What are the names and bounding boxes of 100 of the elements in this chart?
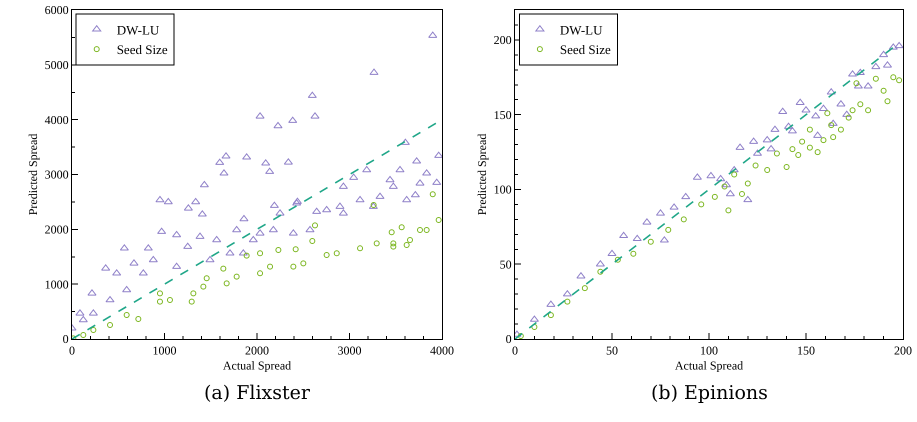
x-tick-label: 100: [700, 343, 718, 358]
point: [743, 196, 752, 202]
point: [799, 138, 806, 145]
point: [619, 232, 628, 238]
point: [309, 238, 316, 244]
point: [795, 152, 802, 158]
point: [854, 82, 863, 89]
x-tick-label: 4000: [430, 343, 454, 358]
y-tick-label: 4000: [44, 112, 69, 127]
point: [865, 107, 872, 114]
point: [107, 322, 114, 328]
point: [884, 98, 890, 104]
point: [407, 236, 413, 243]
point: [267, 264, 274, 270]
y-tick-label: 3000: [44, 168, 69, 182]
point: [388, 229, 395, 236]
point: [725, 207, 732, 214]
x-tick-label: 200: [894, 343, 912, 358]
point: [648, 238, 654, 245]
x-tick-label: 50: [606, 343, 618, 358]
y-tick-label: 100: [494, 182, 512, 197]
y-tick-label: 0: [62, 332, 69, 346]
point: [856, 68, 865, 76]
point: [564, 298, 570, 305]
point: [290, 264, 296, 270]
y-tick-label: 0: [506, 332, 512, 346]
point: [738, 190, 745, 197]
point: [731, 172, 738, 178]
point: [864, 82, 873, 89]
text: (b) Epinions: [651, 382, 768, 404]
y-axis-title: Predicted Spread: [26, 134, 40, 216]
point: [220, 266, 226, 272]
point: [850, 107, 856, 114]
point: [244, 252, 250, 259]
point: [398, 224, 405, 230]
point: [597, 268, 604, 275]
point: [894, 42, 903, 48]
point: [896, 77, 902, 84]
point: [848, 70, 858, 77]
point: [374, 240, 380, 246]
point: [156, 290, 163, 296]
point: [871, 62, 880, 70]
point: [390, 244, 396, 250]
point: [135, 316, 142, 322]
point: [857, 101, 864, 108]
y-axis-title: Predicted Spread: [474, 134, 489, 216]
point: [838, 126, 844, 133]
legend-label: DW-LU: [116, 22, 160, 38]
y-tick-label: 1000: [44, 277, 69, 292]
point: [275, 247, 282, 254]
point: [828, 122, 834, 128]
point: [806, 144, 813, 151]
point: [853, 80, 860, 86]
point: [224, 280, 230, 286]
point: [880, 88, 887, 94]
point: [830, 134, 836, 140]
point: [814, 149, 821, 156]
point: [404, 242, 410, 248]
point: [872, 76, 879, 82]
point: [692, 173, 702, 180]
point: [888, 43, 898, 50]
point: [806, 126, 813, 133]
point: [257, 250, 264, 256]
point: [716, 174, 726, 182]
point: [632, 234, 642, 242]
point: [665, 226, 672, 233]
point: [90, 327, 96, 334]
point: [582, 285, 588, 292]
point: [531, 324, 538, 330]
point: [752, 162, 759, 169]
point: [234, 274, 240, 280]
x-tick-label: 3000: [338, 343, 362, 358]
point: [324, 252, 330, 258]
point: [670, 203, 679, 210]
text: (a) Flixster: [204, 382, 311, 404]
point: [722, 180, 731, 188]
point: [846, 114, 852, 121]
point: [292, 246, 299, 252]
x-axis-title: Actual Spread: [222, 358, 292, 372]
point: [712, 194, 718, 200]
y-tick-label: 5000: [44, 58, 69, 72]
point: [744, 180, 751, 186]
point: [390, 240, 396, 246]
x-tick-label: 2000: [245, 343, 269, 358]
point: [680, 216, 687, 222]
x-tick-label: 1000: [152, 343, 176, 358]
point: [789, 146, 796, 152]
point: [698, 201, 704, 208]
point: [166, 297, 173, 304]
point: [188, 298, 195, 305]
point: [548, 312, 554, 318]
legend-label: DW-LU: [560, 22, 604, 38]
x-axis-title: Actual Spread: [674, 358, 744, 372]
legend-label: Seed Size: [560, 42, 612, 58]
point: [607, 250, 617, 256]
point: [681, 192, 690, 200]
point: [879, 50, 888, 58]
point: [430, 191, 436, 198]
y-tick-label: 200: [494, 33, 512, 48]
point: [156, 298, 163, 305]
